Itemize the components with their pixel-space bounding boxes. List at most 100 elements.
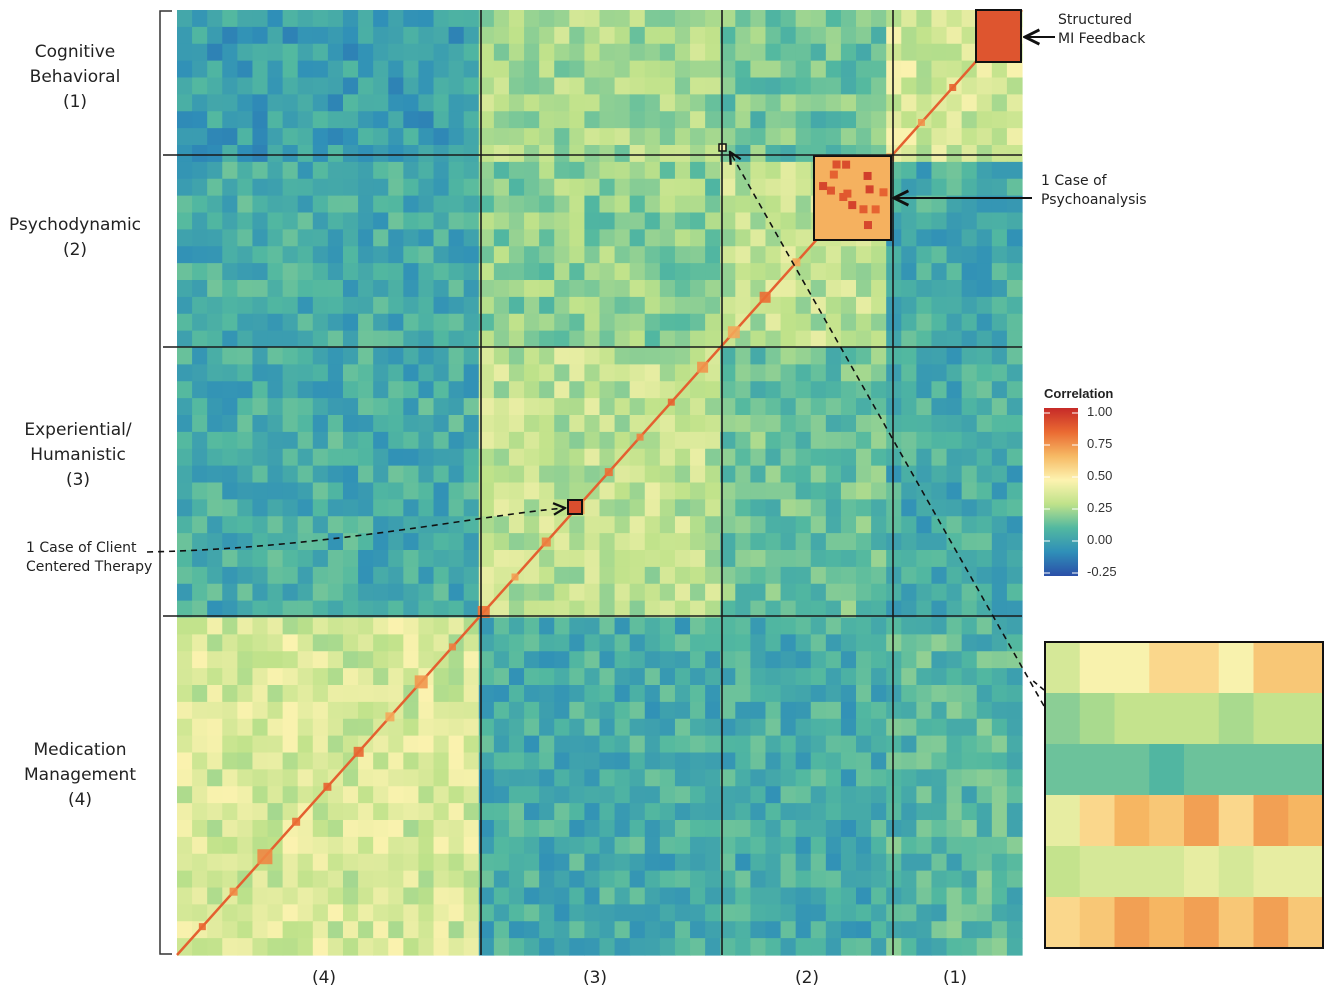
heatmap-cell bbox=[192, 398, 208, 416]
heatmap-cell bbox=[222, 701, 238, 720]
heatmap-cell bbox=[840, 887, 857, 905]
heatmap-cell bbox=[765, 887, 782, 905]
heatmap-cell bbox=[810, 499, 827, 517]
heatmap-cell bbox=[539, 870, 555, 889]
heatmap-cell bbox=[916, 904, 933, 922]
heatmap-cell bbox=[659, 566, 676, 585]
heatmap-cell bbox=[508, 263, 525, 281]
heatmap-cell bbox=[418, 482, 435, 500]
heatmap-cell bbox=[976, 516, 993, 534]
heatmap-cell bbox=[674, 398, 691, 416]
heatmap-cell bbox=[901, 921, 917, 939]
heatmap-cell bbox=[599, 820, 616, 838]
heatmap-cell bbox=[584, 668, 601, 686]
heatmap-cell bbox=[674, 77, 691, 95]
heatmap-cell bbox=[886, 786, 902, 804]
heatmap-cell bbox=[720, 887, 736, 905]
heatmap-cell bbox=[614, 246, 631, 264]
heatmap-cell bbox=[795, 516, 812, 534]
heatmap-cell bbox=[478, 229, 495, 247]
heatmap-cell bbox=[569, 161, 586, 180]
heatmap-cell bbox=[1006, 938, 1023, 956]
heatmap-cell bbox=[524, 836, 540, 855]
heatmap-cell bbox=[508, 195, 525, 214]
heatmap-cell bbox=[916, 465, 933, 484]
heatmap-cell bbox=[312, 364, 329, 382]
heatmap-cell bbox=[659, 870, 676, 889]
heatmap-cell bbox=[720, 668, 736, 686]
legend-colorbar bbox=[1044, 408, 1078, 576]
heatmap-cell bbox=[705, 550, 721, 568]
heatmap-cell bbox=[237, 330, 254, 349]
heatmap-cell bbox=[840, 735, 857, 754]
heatmap-cell bbox=[222, 718, 238, 737]
heatmap-cell bbox=[976, 566, 993, 585]
heatmap-cell bbox=[297, 634, 314, 652]
heatmap-cell bbox=[448, 533, 465, 551]
heatmap-cell bbox=[765, 533, 782, 551]
heatmap-cell bbox=[991, 94, 1008, 112]
heatmap-cell bbox=[735, 482, 751, 500]
heatmap-cell bbox=[508, 381, 525, 399]
heatmap-cell bbox=[916, 735, 933, 754]
heatmap-cell bbox=[825, 634, 842, 652]
heatmap-cell bbox=[463, 43, 480, 62]
heatmap-cell bbox=[312, 701, 329, 720]
heatmap-cell bbox=[780, 60, 797, 79]
heatmap-cell bbox=[946, 313, 963, 332]
heatmap-cell bbox=[735, 145, 751, 163]
heatmap-cell bbox=[222, 516, 238, 534]
heatmap-cell bbox=[207, 280, 223, 298]
heatmap-cell bbox=[192, 145, 208, 163]
heatmap-cell bbox=[705, 313, 721, 332]
heatmap-cell bbox=[433, 43, 450, 62]
heatmap-cell bbox=[297, 718, 314, 737]
heatmap-cell bbox=[342, 853, 359, 872]
heatmap-cell bbox=[871, 10, 887, 28]
heatmap-cell bbox=[946, 904, 963, 922]
heatmap-cell bbox=[433, 634, 450, 652]
heatmap-cell bbox=[705, 752, 721, 770]
heatmap-cell bbox=[282, 246, 299, 264]
heatmap-cell bbox=[584, 820, 601, 838]
heatmap-cell bbox=[237, 178, 254, 197]
heatmap-cell bbox=[297, 43, 314, 62]
heatmap-cell bbox=[991, 887, 1008, 905]
heatmap-cell bbox=[584, 263, 601, 281]
heatmap-cell bbox=[433, 921, 450, 939]
heatmap-cell bbox=[916, 803, 933, 821]
heatmap-cell bbox=[810, 651, 827, 669]
heatmap-cell bbox=[569, 803, 586, 821]
heatmap-cell bbox=[946, 94, 963, 112]
psychoanalysis-cluster-cell bbox=[871, 205, 880, 214]
heatmap-cell bbox=[312, 111, 329, 129]
heatmap-cell bbox=[644, 347, 661, 365]
heatmap-cell bbox=[659, 229, 676, 247]
heatmap-cell bbox=[991, 364, 1008, 382]
heatmap-cell bbox=[659, 803, 676, 821]
heatmap-cell bbox=[237, 499, 254, 517]
heatmap-cell bbox=[840, 600, 857, 619]
heatmap-cell bbox=[554, 364, 570, 382]
heatmap-cell bbox=[478, 313, 495, 332]
heatmap-cell bbox=[629, 10, 646, 28]
heatmap-cell bbox=[388, 10, 404, 28]
heatmap-cell bbox=[659, 583, 676, 602]
heatmap-cell bbox=[690, 128, 706, 146]
heatmap-cell bbox=[946, 820, 963, 838]
heatmap-cell bbox=[312, 583, 329, 602]
heatmap-cell bbox=[644, 668, 661, 686]
heatmap-cell bbox=[222, 145, 238, 163]
heatmap-cell bbox=[750, 701, 767, 720]
heatmap-cell bbox=[614, 921, 631, 939]
heatmap-cell bbox=[403, 212, 420, 230]
heatmap-cell bbox=[539, 617, 555, 635]
heatmap-cell bbox=[448, 921, 465, 939]
heatmap-cell bbox=[674, 280, 691, 298]
heatmap-cell bbox=[705, 77, 721, 95]
heatmap-cell bbox=[177, 668, 193, 686]
heatmap-cell bbox=[810, 786, 827, 804]
heatmap-cell bbox=[433, 94, 450, 112]
heatmap-cell bbox=[569, 415, 586, 433]
heatmap-cell bbox=[750, 212, 767, 230]
